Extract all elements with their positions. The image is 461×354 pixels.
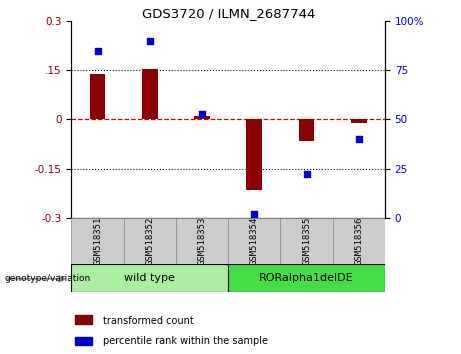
Point — [94, 48, 101, 53]
Bar — [194, 116, 210, 119]
Bar — [142, 69, 158, 119]
Bar — [228, 218, 280, 264]
Bar — [280, 218, 333, 264]
Bar — [351, 119, 366, 123]
Text: GSM518351: GSM518351 — [93, 217, 102, 265]
Text: GSM518352: GSM518352 — [145, 217, 154, 265]
Bar — [90, 74, 106, 119]
Bar — [71, 264, 228, 292]
Text: transformed count: transformed count — [102, 315, 193, 326]
Text: percentile rank within the sample: percentile rank within the sample — [102, 336, 267, 346]
Text: GSM518355: GSM518355 — [302, 217, 311, 265]
Point — [251, 211, 258, 217]
Title: GDS3720 / ILMN_2687744: GDS3720 / ILMN_2687744 — [142, 7, 315, 20]
Point — [146, 38, 154, 44]
Point — [198, 111, 206, 116]
Point — [355, 136, 362, 142]
Bar — [71, 218, 124, 264]
Bar — [75, 315, 92, 324]
Text: GSM518353: GSM518353 — [198, 217, 207, 265]
Bar — [176, 218, 228, 264]
Text: GSM518354: GSM518354 — [250, 217, 259, 265]
Text: wild type: wild type — [124, 273, 175, 283]
Bar — [299, 119, 314, 141]
Bar — [333, 218, 385, 264]
Bar — [228, 264, 385, 292]
Bar — [247, 119, 262, 190]
Bar — [124, 218, 176, 264]
Text: RORalpha1delDE: RORalpha1delDE — [259, 273, 354, 283]
Point — [303, 172, 310, 177]
Bar — [75, 337, 92, 345]
Text: genotype/variation: genotype/variation — [5, 274, 91, 283]
Text: GSM518356: GSM518356 — [355, 217, 363, 265]
